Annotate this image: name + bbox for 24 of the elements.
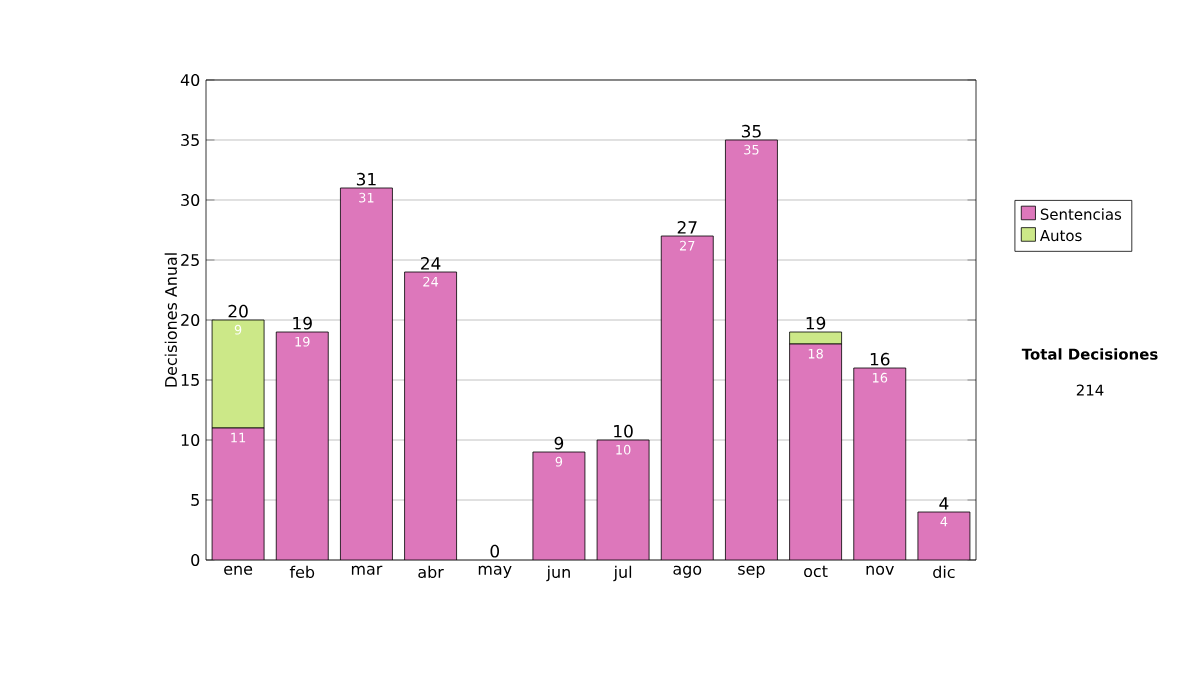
bar	[789, 343, 842, 560]
bar	[660, 235, 714, 560]
bar	[917, 511, 971, 560]
bar	[340, 187, 393, 560]
total-label: 24	[421, 257, 441, 270]
total-label: 10	[614, 424, 633, 438]
total-label: 16	[870, 352, 890, 366]
bar	[789, 331, 842, 345]
total-label: 9	[554, 436, 564, 450]
bar	[276, 332, 329, 560]
bar	[404, 272, 457, 560]
total-label: 31	[356, 172, 376, 186]
total-label: 27	[677, 221, 697, 234]
total-label: 19	[806, 316, 826, 330]
total-label: 4	[939, 497, 949, 510]
total-label: 0	[490, 544, 500, 558]
bar	[596, 439, 650, 560]
bar	[853, 367, 907, 560]
total-label: 19	[293, 316, 312, 330]
total-label: 20	[228, 304, 248, 318]
bar	[725, 139, 778, 560]
total-label: 35	[741, 124, 761, 138]
bar	[532, 451, 586, 560]
bar	[212, 428, 265, 560]
